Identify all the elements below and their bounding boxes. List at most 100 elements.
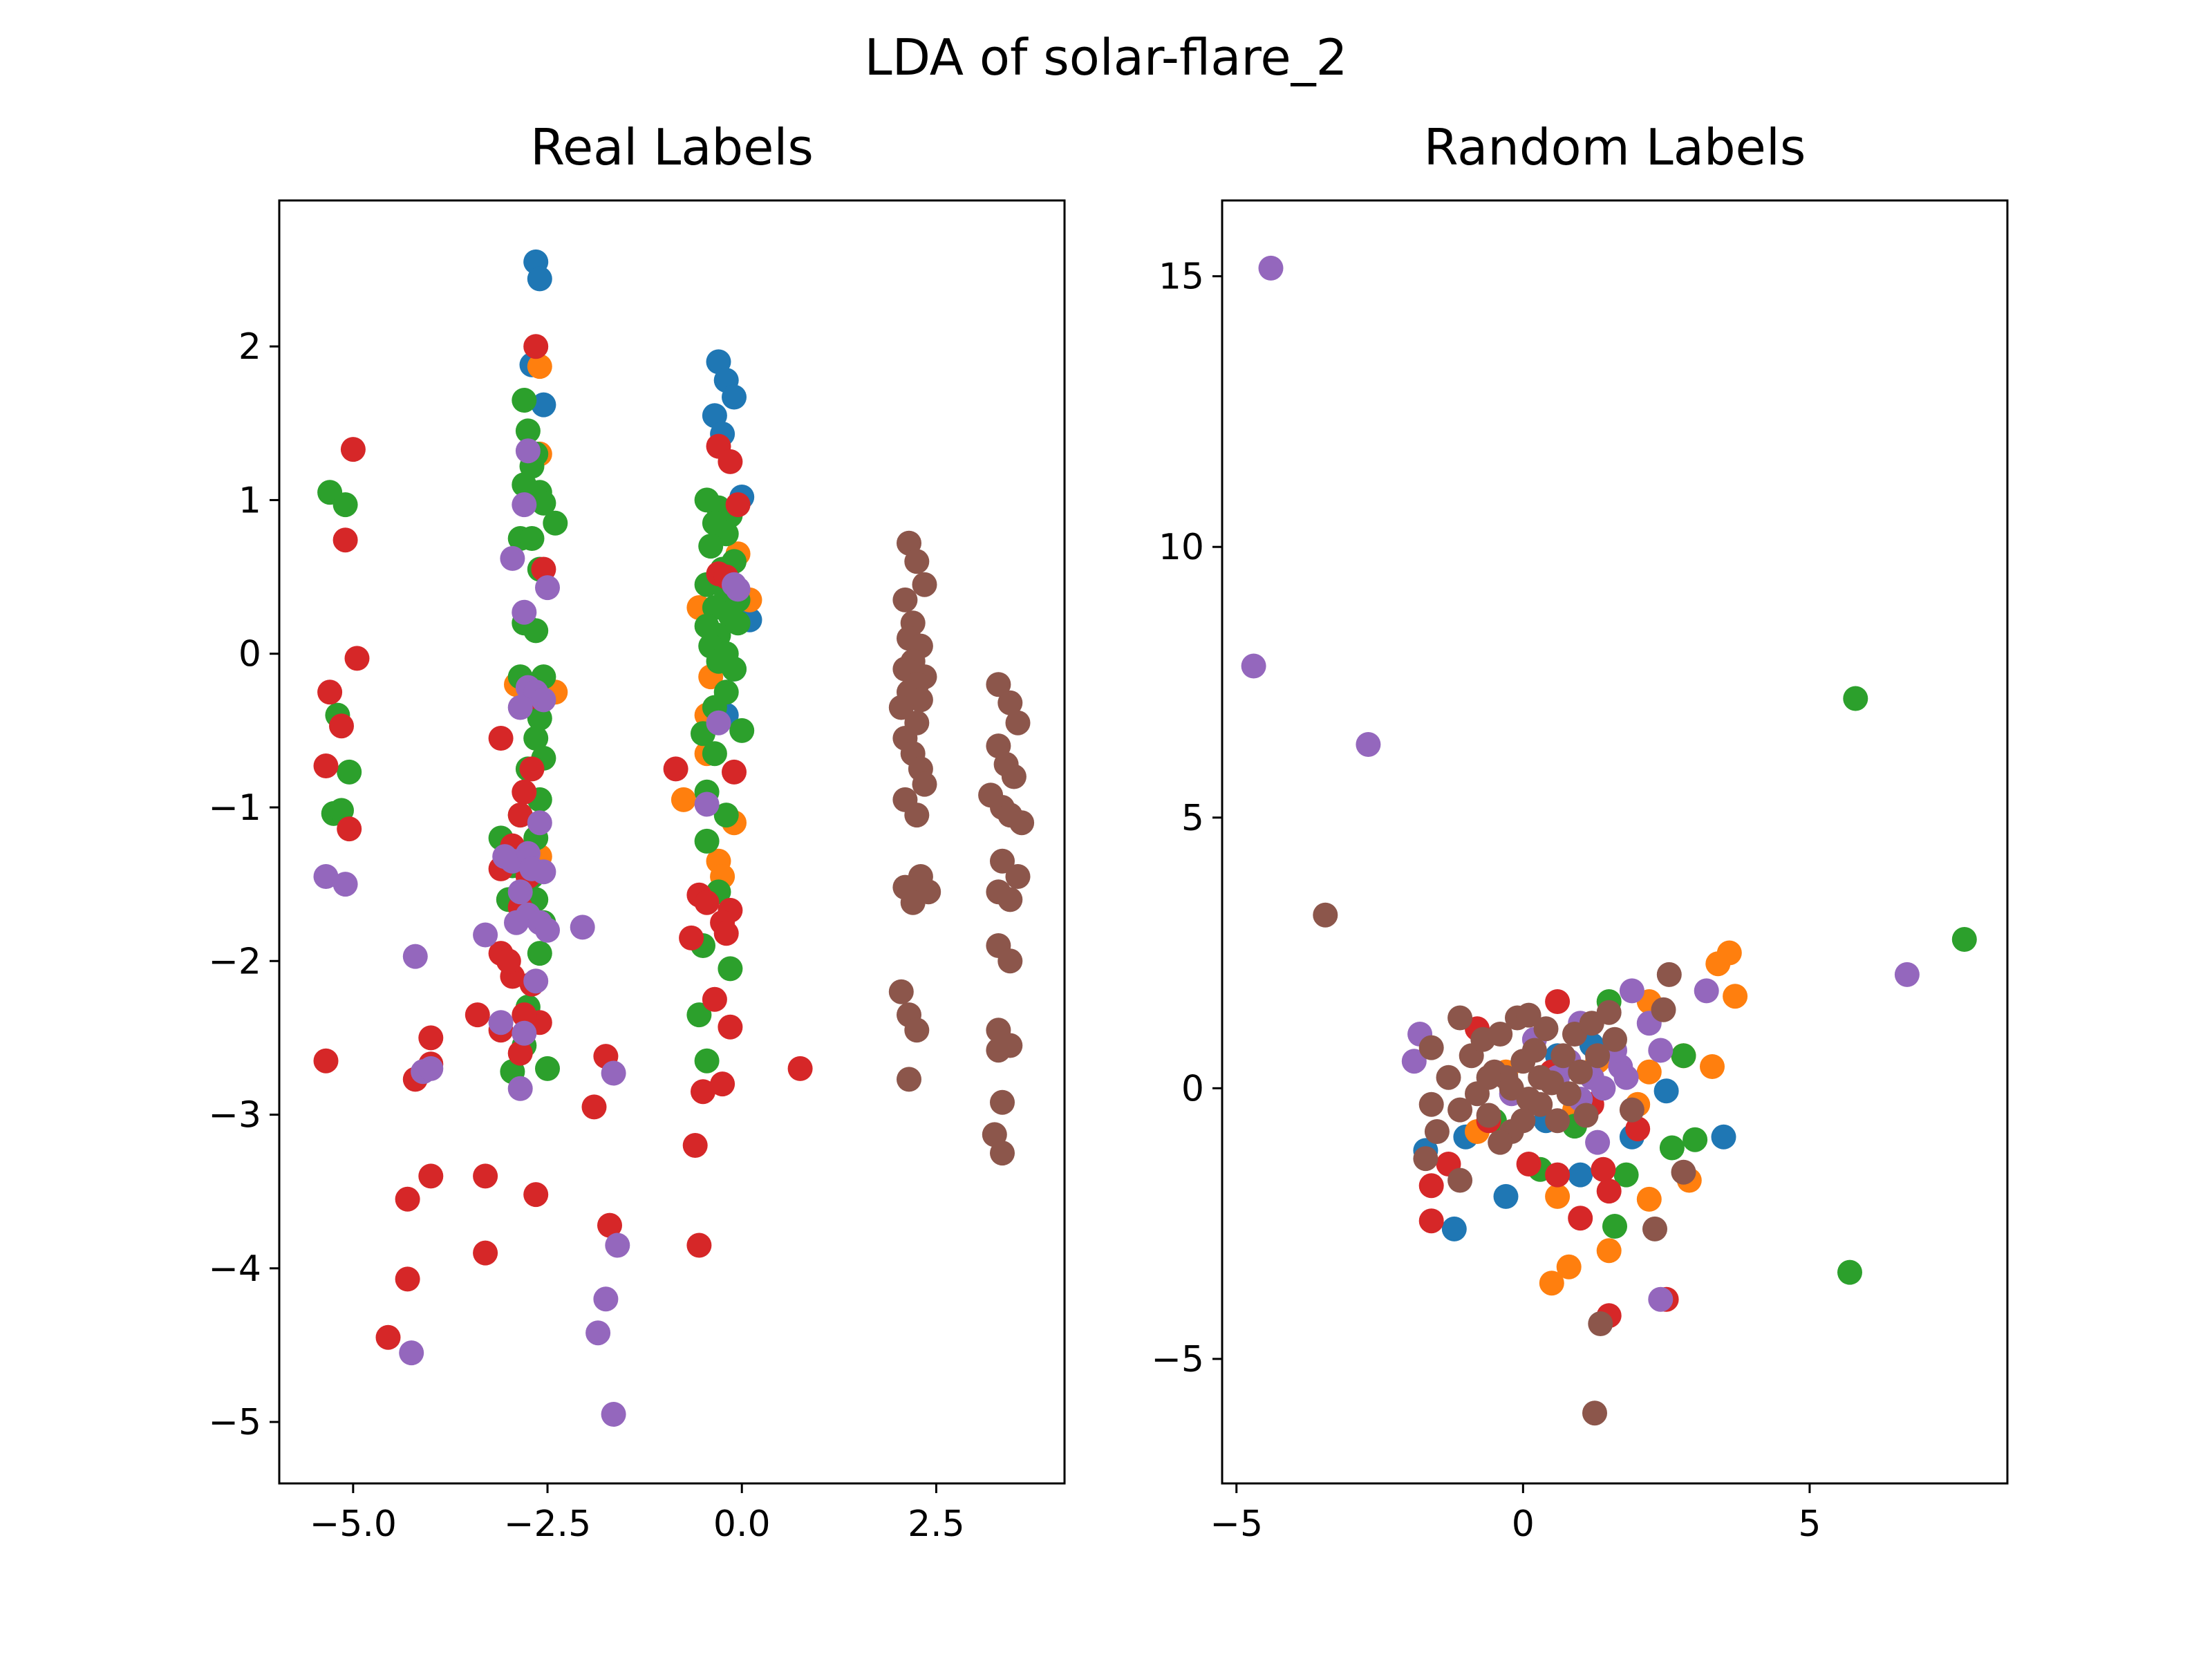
real-labels-points [313,249,1035,1427]
real-labels-point-s5-24 [900,890,926,915]
real-labels-ytick-label-1: −4 [208,1248,261,1290]
random-labels-point-s5-2 [1588,1311,1613,1336]
real-labels-point-s3-40 [597,1212,622,1238]
real-labels-title: Real Labels [530,118,814,176]
real-labels-point-s3-59 [686,1232,712,1258]
real-labels-point-s2-39 [535,1056,560,1081]
real-labels-point-s3-3 [317,679,343,705]
real-labels-point-s4-8 [507,695,533,720]
random-labels-title: Random Labels [1424,118,1806,176]
real-labels-point-s5-34 [1001,764,1027,789]
random-labels-point-s3-7 [1625,1116,1651,1142]
real-labels-point-s1-0 [527,354,552,379]
real-labels-point-s3-14 [507,803,533,828]
real-labels-xtick-label-0: −5.0 [310,1503,397,1545]
random-labels-ytick-label-3: 10 [1159,527,1204,568]
real-labels-point-s5-27 [904,1018,930,1043]
real-labels-point-s4-18 [535,917,560,943]
random-labels-axes [1221,199,2009,1485]
real-labels-point-s5-20 [904,803,930,828]
random-labels-point-s5-3 [1642,1216,1667,1241]
real-labels-point-s5-47 [986,1038,1011,1063]
real-labels-panel: Real Labels −5.0 −2.5 0.0 2.5 −5 −4 −3 −2 −1 0 1 2 [208,118,1066,1545]
random-labels-point-s4-13 [1591,1076,1616,1101]
real-labels-point-s5-48 [990,1089,1015,1115]
random-labels-point-s5-30 [1556,1081,1582,1107]
real-labels-point-s4-3 [500,545,525,571]
random-labels-point-s4-22 [1585,1130,1611,1155]
random-labels-point-s5-33 [1573,1103,1599,1128]
random-labels-point-s2-2 [1837,1259,1862,1285]
real-labels-point-s4-33 [601,1402,626,1427]
real-labels-point-s2-18 [523,618,549,644]
random-labels-point-s2-4 [1659,1135,1685,1161]
real-labels-point-s2-61 [713,679,739,705]
real-labels-ytick-label-4: −1 [208,787,261,829]
real-labels-point-s5-12 [908,687,933,713]
real-labels-point-s2-71 [686,1002,712,1028]
random-labels-point-s5-39 [1488,1130,1513,1155]
random-labels-point-s5-38 [1447,1005,1473,1031]
random-labels-point-s4-3 [1894,962,1920,987]
random-labels-point-s5-40 [1516,1002,1541,1028]
random-labels-point-s5-24 [1521,1038,1547,1063]
real-labels-point-s4-1 [512,492,537,518]
random-labels-point-s0-1 [1441,1216,1467,1241]
real-labels-point-s3-46 [663,756,688,782]
random-labels-point-s0-5 [1711,1124,1736,1150]
real-labels-point-s5-13 [888,695,914,720]
random-labels-point-s4-8 [1619,978,1644,1004]
real-labels-point-s4-12 [492,844,518,870]
real-labels-point-s3-2 [344,646,370,671]
random-labels-point-s3-13 [1591,1156,1616,1182]
random-labels-point-s4-21 [1613,1065,1639,1090]
random-labels-point-s4-15 [1648,1286,1674,1312]
real-labels-point-s2-22 [527,706,552,731]
random-labels-point-s5-7 [1413,1146,1438,1172]
real-labels-point-s2-1 [332,492,358,518]
real-labels-ytick-label-2: −3 [208,1095,261,1136]
random-labels-point-s4-6 [1648,1038,1674,1063]
real-labels-point-s0-1 [527,266,552,292]
random-labels-point-s4-0 [1258,255,1284,281]
random-labels-point-s5-44 [1510,1108,1536,1134]
random-labels-point-s5-16 [1476,1103,1501,1128]
random-labels-point-s5-41 [1499,1076,1524,1101]
real-labels-point-s3-7 [313,1048,339,1074]
random-labels-point-s5-18 [1488,1022,1513,1047]
real-labels-point-s3-52 [713,921,739,946]
real-labels-point-s2-13 [543,510,568,536]
real-labels-point-s4-31 [593,1286,619,1312]
real-labels-point-s3-4 [329,713,354,739]
real-labels-point-s3-8 [523,334,549,359]
real-labels-point-s3-23 [507,1040,533,1066]
real-labels-point-s0-6 [722,384,747,410]
random-labels-point-s4-4 [1694,978,1719,1004]
real-labels-point-s4-20 [473,922,498,948]
random-labels-point-s1-3 [1700,1054,1725,1079]
random-labels-point-s5-42 [1528,1065,1553,1090]
real-labels-point-s2-45 [698,534,724,559]
real-labels-point-s2-35 [527,941,552,966]
random-labels-point-s5-5 [1651,997,1676,1022]
random-labels-point-s5-10 [1418,1035,1444,1060]
random-labels-xtick-label-1: 0 [1512,1503,1535,1545]
real-labels-point-s2-7 [515,418,541,444]
real-labels-point-s4-34 [399,1340,424,1366]
real-labels-point-s4-40 [694,791,720,817]
real-labels-point-s3-13 [512,779,537,805]
real-labels-point-s4-24 [507,1076,533,1101]
random-labels-point-s5-25 [1528,1091,1553,1117]
real-labels-point-s5-30 [997,690,1023,715]
random-labels-point-s3-14 [1545,1162,1571,1188]
real-labels-ticks: −5.0 −2.5 0.0 2.5 −5 −4 −3 −2 −1 0 1 2 [208,326,964,1545]
random-labels-ytick-label-2: 5 [1181,798,1204,839]
real-labels-point-s4-36 [332,872,358,897]
real-labels-point-s3-57 [710,1071,735,1097]
real-labels-ytick-label-5: 0 [238,634,261,675]
real-labels-point-s2-70 [718,956,743,982]
real-labels-point-s5-40 [1005,864,1031,889]
real-labels-point-s4-9 [527,810,552,836]
random-labels-point-s5-8 [1418,1091,1444,1117]
